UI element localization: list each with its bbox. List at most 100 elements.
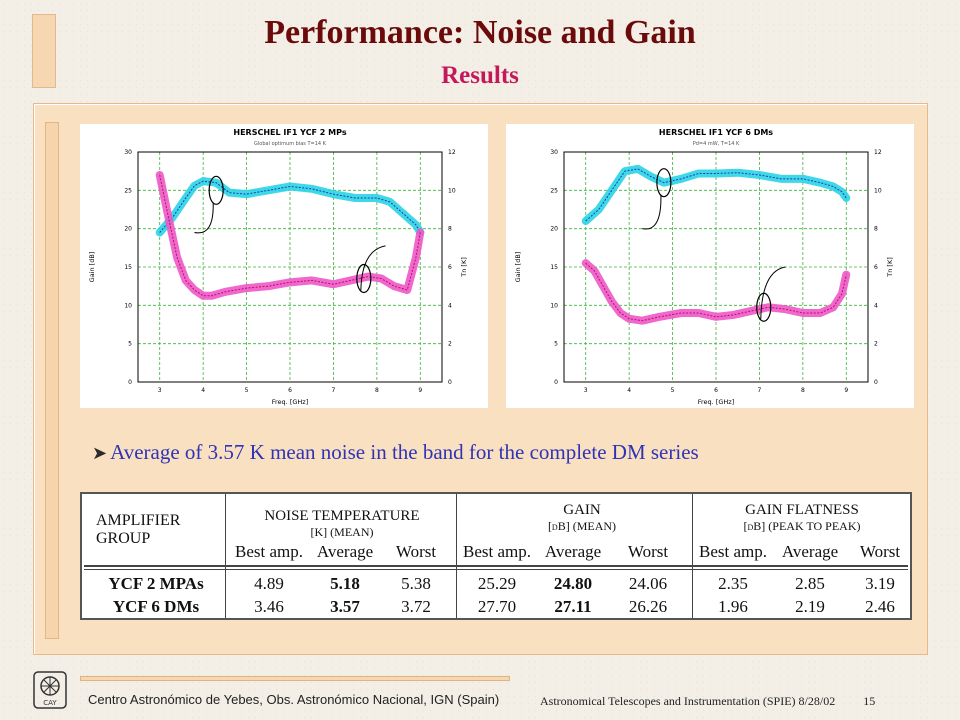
y-tick-label: 0 [554, 379, 558, 386]
table-cell: 24.06 [628, 574, 668, 593]
slide-title: Performance: Noise and Gain [264, 14, 696, 51]
column-header: Best amp. [699, 542, 767, 561]
bullet-arrow-icon: ➤ [92, 443, 108, 463]
table-cell: 3.72 [401, 597, 431, 616]
slide-subtitle: Results [441, 62, 519, 89]
table-cell: 24.80 [553, 574, 593, 593]
y2-tick-label: 12 [874, 149, 882, 156]
y2-axis-label: Tn [K] [886, 257, 894, 278]
chart-2-container: HERSCHEL IF1 YCF 6 DMs Pd=4 mW, T=14 K 3 4 5… [506, 124, 914, 408]
header-flatness-unit: [dB] (PEAK TO PEAK) [743, 519, 861, 533]
y2-tick-label: 4 [448, 302, 452, 309]
y-tick-label: 5 [554, 341, 558, 348]
column-header: Worst [627, 542, 669, 561]
y2-tick-label: 2 [448, 341, 452, 348]
header-amplifier-group: AMPLIFIER GROUP [96, 512, 216, 548]
column-header: Worst [395, 542, 437, 561]
y-tick-label: 30 [550, 149, 558, 156]
y-axis-label: Gain [dB] [88, 252, 96, 283]
table-header-rule [84, 569, 908, 570]
header-gain: GAIN [dB] (MEAN) [522, 502, 642, 534]
annotation-arrow [360, 245, 386, 291]
y2-tick-label: 8 [874, 226, 878, 233]
y-tick-label: 15 [124, 264, 132, 271]
table-divider [456, 494, 457, 618]
header-group: GROUP [96, 530, 151, 547]
table-cell: 2.46 [865, 597, 895, 616]
column-header: Best amp. [235, 542, 303, 561]
annotation-arrow [194, 202, 214, 234]
row-label: YCF 2 MPAs [108, 574, 204, 593]
bullet-text: Average of 3.57 K mean noise in the band… [110, 440, 699, 464]
x-tick-label: 9 [418, 387, 422, 394]
annotation-ellipse [208, 175, 224, 205]
table-cell: 27.70 [477, 597, 517, 616]
column-header: Best amp. [463, 542, 531, 561]
header-gain-unit: [dB] (MEAN) [547, 519, 617, 533]
cay-logo-icon: CAY [33, 671, 67, 709]
bullet-point: ➤ Average of 3.57 K mean noise in the ban… [92, 440, 699, 465]
y2-tick-label: 2 [874, 341, 878, 348]
annotation-ellipse [656, 168, 672, 198]
table-cell: 2.85 [795, 574, 825, 593]
header-noise-title: NOISE TEMPERATURE [264, 508, 420, 524]
y2-axis-label: Tn [K] [460, 257, 468, 278]
footer-conference: Astronomical Telescopes and Instrumentat… [540, 694, 875, 709]
chart-note: Pd=4 mW, T=14 K [693, 141, 740, 147]
table-cell: 25.29 [477, 574, 517, 593]
chart-note: Global optimum bias T=14 K [254, 141, 327, 147]
y-tick-label: 15 [550, 264, 558, 271]
annotation-ellipse [356, 263, 372, 294]
table-cell: 1.96 [718, 597, 748, 616]
y2-tick-label: 4 [874, 302, 878, 309]
table-cell: 5.38 [401, 574, 431, 593]
y2-tick-label: 0 [874, 379, 878, 386]
table-divider [692, 494, 693, 618]
y-tick-label: 25 [550, 187, 558, 194]
chart-1-container: HERSCHEL IF1 YCF 2 MPs Global optimum bia… [80, 124, 488, 408]
series-line [585, 262, 847, 322]
y2-tick-label: 8 [448, 226, 452, 233]
chart-2: HERSCHEL IF1 YCF 6 DMs Pd=4 mW, T=14 K 3 4 5… [514, 128, 894, 406]
y-tick-label: 10 [124, 302, 132, 309]
results-table: AMPLIFIER GROUP NOISE TEMPERATURE [K] (M… [80, 492, 912, 620]
y-tick-label: 20 [124, 226, 132, 233]
y-tick-label: 10 [550, 302, 558, 309]
x-tick-label: 5 [245, 387, 249, 394]
footer-conference-text: Astronomical Telescopes and Instrumentat… [540, 694, 836, 708]
table-cell: 26.26 [628, 597, 668, 616]
series-line [159, 180, 421, 233]
table-cell: 2.19 [795, 597, 825, 616]
table-divider [225, 494, 226, 618]
annotation-arrow [642, 194, 662, 230]
header-flatness: GAIN FLATNESS [dB] (PEAK TO PEAK) [702, 502, 902, 534]
table-cell: 3.19 [865, 574, 895, 593]
y2-tick-label: 6 [448, 264, 452, 271]
column-header: Average [316, 542, 374, 561]
column-header: Worst [859, 542, 901, 561]
footer-institution: Centro Astronómico de Yebes, Obs. Astron… [88, 692, 500, 707]
x-tick-label: 8 [375, 387, 379, 394]
plot-frame [563, 151, 869, 383]
header-amplifier: AMPLIFIER [96, 512, 181, 529]
series-line [585, 168, 847, 222]
column-header: Average [544, 542, 602, 561]
table-cell: 5.18 [330, 574, 360, 593]
x-tick-label: 4 [627, 387, 631, 394]
y-tick-label: 0 [128, 379, 132, 386]
annotation-arrow [760, 266, 786, 320]
y2-tick-label: 6 [874, 264, 878, 271]
x-tick-label: 5 [671, 387, 675, 394]
panel-left-edge [45, 122, 59, 639]
chart-title: HERSCHEL IF1 YCF 6 DMs [659, 128, 773, 137]
y-tick-label: 20 [550, 226, 558, 233]
chart-title: HERSCHEL IF1 YCF 2 MPs [233, 128, 346, 137]
page-number: 15 [863, 694, 876, 708]
y-tick-label: 25 [124, 187, 132, 194]
y2-tick-label: 10 [874, 187, 882, 194]
table-cell: 2.35 [718, 574, 748, 593]
svg-text:CAY: CAY [43, 699, 57, 707]
table-header-rule [84, 565, 908, 567]
x-tick-label: 8 [801, 387, 805, 394]
header-noise: NOISE TEMPERATURE [K] (MEAN) [232, 508, 452, 540]
